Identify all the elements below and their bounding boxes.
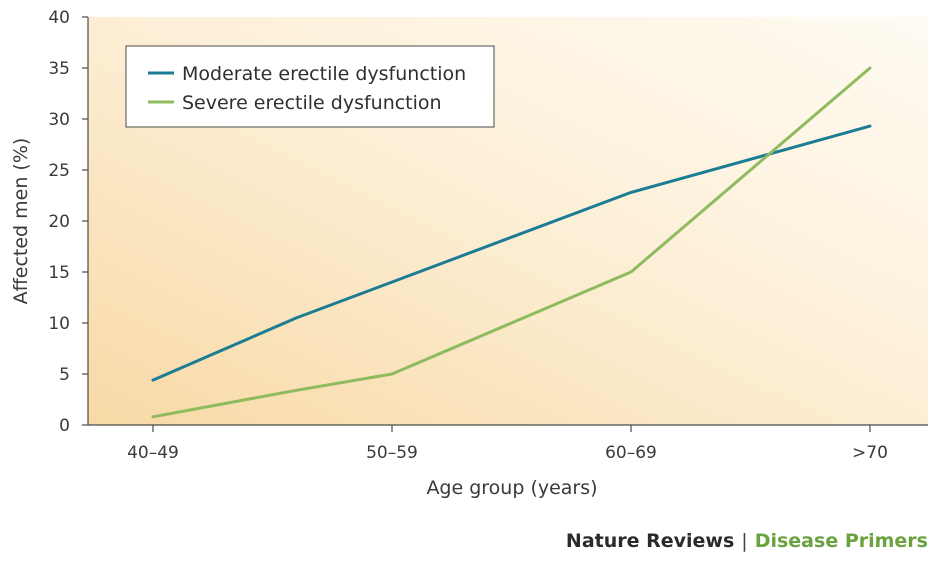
y-tick-label: 35 xyxy=(48,59,70,79)
x-tick-label: 40–49 xyxy=(127,443,179,463)
footer-separator: | xyxy=(741,530,748,552)
x-axis-label: Age group (years) xyxy=(426,477,597,499)
legend-label: Severe erectile dysfunction xyxy=(182,92,442,114)
journal-footer: Nature Reviews | Disease Primers xyxy=(566,530,928,552)
y-tick-label: 0 xyxy=(59,416,70,436)
x-tick-label: >70 xyxy=(852,443,888,463)
x-tick-label: 50–59 xyxy=(366,443,418,463)
series-name: Disease Primers xyxy=(754,530,928,552)
y-tick-label: 15 xyxy=(48,263,70,283)
y-axis-label: Affected men (%) xyxy=(10,138,32,305)
y-tick-label: 20 xyxy=(48,212,70,232)
y-tick-label: 40 xyxy=(48,8,70,28)
x-tick-label: 60–69 xyxy=(605,443,657,463)
series-line-moderate xyxy=(151,124,872,382)
y-tick-label: 25 xyxy=(48,161,70,181)
y-tick-label: 30 xyxy=(48,110,70,130)
journal-name: Nature Reviews xyxy=(565,530,735,552)
legend-label: Moderate erectile dysfunction xyxy=(182,63,466,85)
legend-box xyxy=(125,45,495,128)
y-tick-label: 10 xyxy=(48,314,70,334)
y-tick-label: 5 xyxy=(59,365,70,385)
series-line-severe xyxy=(151,66,872,419)
